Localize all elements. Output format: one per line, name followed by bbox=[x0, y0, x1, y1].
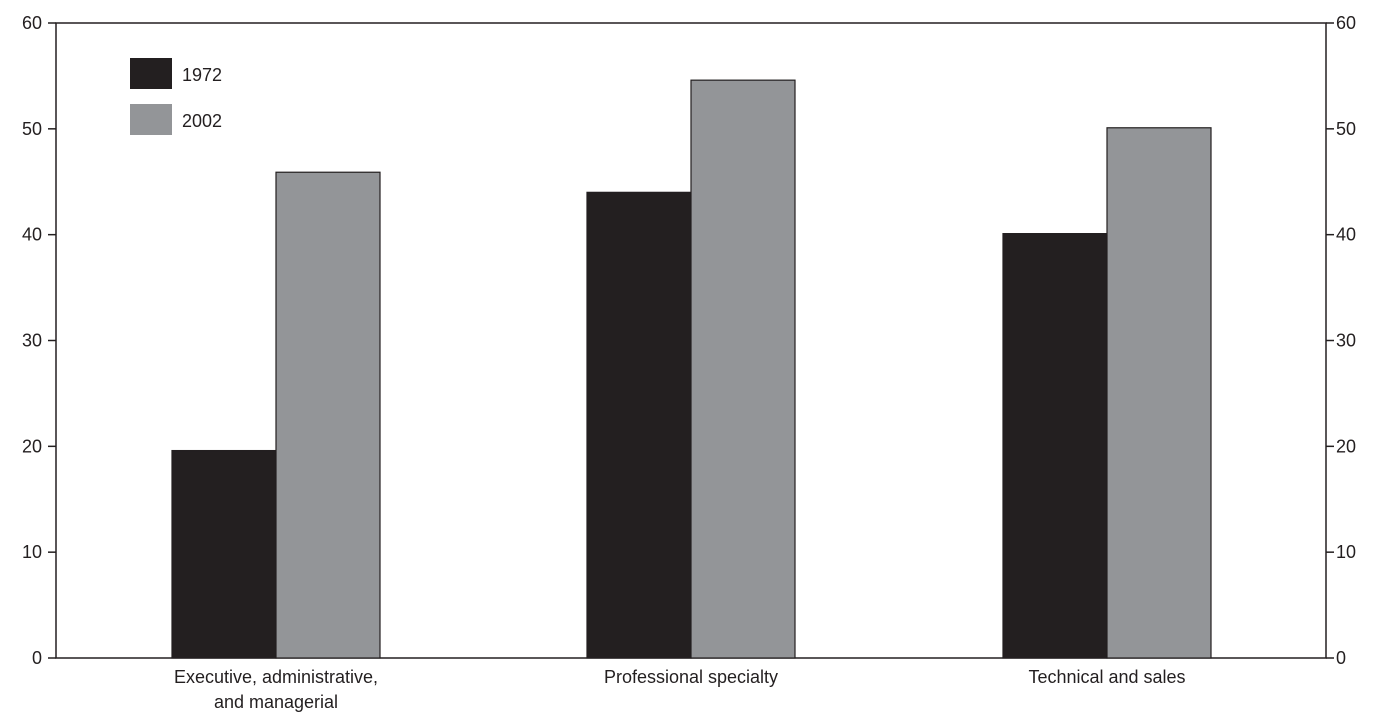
legend-label-2002: 2002 bbox=[182, 111, 222, 131]
legend-swatch-1972 bbox=[130, 58, 172, 89]
legend: 1972 2002 bbox=[130, 58, 222, 135]
bar-1972-1 bbox=[586, 191, 692, 659]
y-axis-tick-marks bbox=[48, 22, 1334, 659]
right-tick-label: 50 bbox=[1336, 119, 1356, 139]
right-tick-label: 10 bbox=[1336, 542, 1356, 562]
bar-2002-2 bbox=[1106, 127, 1212, 659]
left-tick-label: 10 bbox=[22, 542, 42, 562]
left-y-axis-tick-labels: 0 10 20 30 40 50 60 bbox=[22, 13, 42, 668]
legend-swatch-2002 bbox=[130, 104, 172, 135]
bar-2002-0 bbox=[275, 171, 381, 659]
bar-2002-1 bbox=[690, 79, 796, 659]
category-label: Technical and sales bbox=[1028, 667, 1185, 687]
left-tick-label: 0 bbox=[32, 648, 42, 668]
right-tick-label: 0 bbox=[1336, 648, 1346, 668]
right-tick-label: 40 bbox=[1336, 225, 1356, 245]
left-tick-label: 60 bbox=[22, 13, 42, 33]
left-tick-label: 40 bbox=[22, 225, 42, 245]
category-label: and managerial bbox=[214, 692, 338, 712]
right-tick-label: 30 bbox=[1336, 331, 1356, 351]
category-label: Executive, administrative, bbox=[174, 667, 378, 687]
bar-1972-0 bbox=[171, 449, 277, 659]
right-tick-label: 60 bbox=[1336, 13, 1356, 33]
category-labels: Executive, administrative, and managerial… bbox=[174, 667, 1186, 712]
legend-label-1972: 1972 bbox=[182, 65, 222, 85]
left-tick-label: 50 bbox=[22, 119, 42, 139]
bar-1972-2 bbox=[1002, 233, 1108, 659]
category-label: Professional specialty bbox=[604, 667, 778, 687]
left-tick-label: 30 bbox=[22, 331, 42, 351]
bars bbox=[171, 79, 1212, 659]
left-tick-label: 20 bbox=[22, 436, 42, 456]
right-tick-label: 20 bbox=[1336, 436, 1356, 456]
right-y-axis-tick-labels: 0 10 20 30 40 50 60 bbox=[1336, 13, 1356, 668]
